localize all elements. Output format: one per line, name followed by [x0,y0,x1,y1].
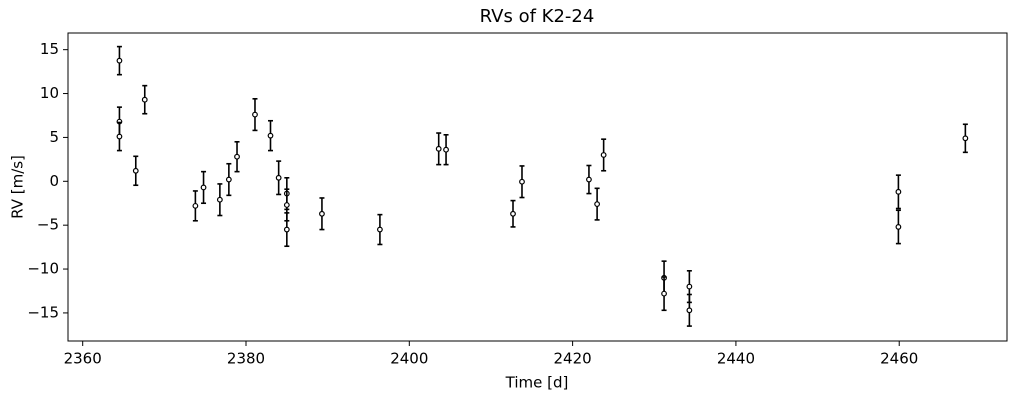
y-tick-label: −15 [27,303,59,321]
marker [283,202,290,208]
x-axis-label: Time [d] [505,374,569,392]
y-tick-label: 0 [49,172,59,190]
y-tick-label: 15 [40,40,59,58]
marker [686,307,693,314]
marker [895,224,902,230]
marker [216,196,223,203]
plot-frame [67,32,1008,342]
marker [200,184,207,191]
marker [519,178,525,185]
marker [435,145,442,152]
x-tick-label: 2400 [390,350,428,368]
marker [594,201,601,208]
marker [275,174,282,181]
x-tick-label: 2420 [554,350,592,368]
y-tick-label: −5 [37,216,59,234]
x-tick-label: 2360 [64,350,102,368]
marker [283,226,290,233]
marker [377,226,383,233]
marker [443,146,449,153]
marker [661,290,667,297]
y-tick-label: −10 [27,260,59,278]
x-tick-label: 2460 [880,350,918,368]
marker [586,176,592,183]
marker [252,111,258,118]
marker [225,176,232,183]
marker [116,57,123,64]
marker [962,135,969,142]
marker [141,96,148,103]
marker [600,152,607,158]
marker [234,153,240,160]
y-axis-label: RV [m/s] [9,155,27,219]
marker [116,133,123,140]
y-tick-label: 10 [40,84,59,102]
marker [132,167,139,174]
y-tick-label: 5 [49,128,59,146]
x-tick-label: 2380 [227,350,265,368]
marker [192,202,199,209]
marker [686,283,693,290]
x-tick-label: 2440 [717,350,755,368]
chart-title: RVs of K2-24 [480,6,595,27]
marker [895,188,902,195]
marker [510,210,516,217]
marker [319,210,325,217]
marker [267,132,274,139]
